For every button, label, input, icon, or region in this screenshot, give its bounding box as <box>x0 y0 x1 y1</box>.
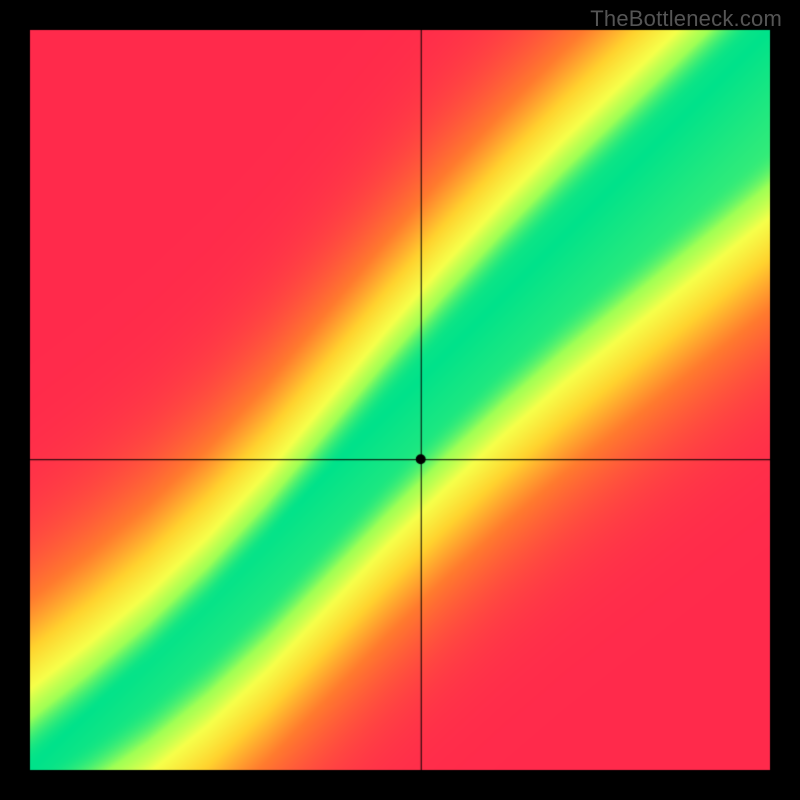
bottleneck-heatmap <box>0 0 800 800</box>
watermark-text: TheBottleneck.com <box>590 6 782 32</box>
